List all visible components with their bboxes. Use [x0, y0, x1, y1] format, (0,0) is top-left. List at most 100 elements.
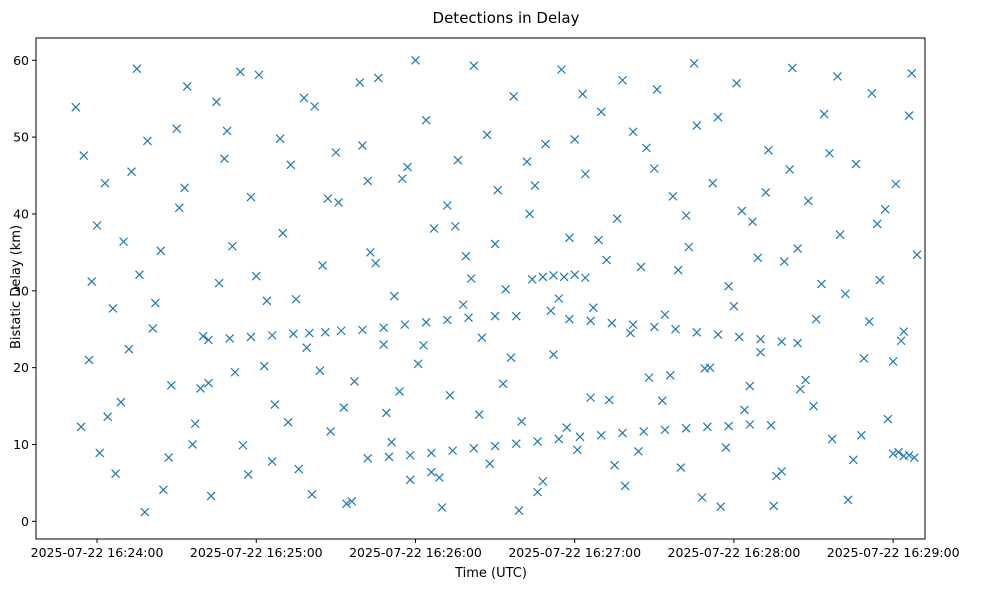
- data-point: [840, 289, 850, 299]
- data-point: [246, 192, 256, 202]
- data-point: [580, 169, 590, 179]
- data-point: [135, 270, 144, 280]
- data-point: [713, 330, 723, 340]
- data-point: [511, 439, 521, 449]
- data-point: [660, 425, 670, 435]
- data-point: [429, 224, 439, 233]
- data-point: [673, 265, 683, 275]
- data-point: [334, 198, 343, 207]
- data-point: [676, 463, 686, 472]
- data-point: [509, 91, 519, 101]
- y-tick-label: 40: [13, 206, 29, 221]
- data-point: [641, 143, 651, 153]
- data-point: [626, 328, 635, 338]
- data-point: [156, 246, 166, 256]
- data-point: [827, 434, 837, 444]
- data-point: [373, 73, 383, 83]
- data-point: [745, 381, 755, 391]
- data-point: [644, 373, 654, 383]
- data-point: [76, 422, 86, 432]
- data-point: [665, 370, 675, 380]
- data-point: [204, 335, 213, 345]
- data-point: [594, 235, 604, 245]
- data-point: [793, 244, 803, 253]
- data-point: [84, 355, 94, 365]
- data-point: [490, 311, 500, 321]
- data-point: [572, 445, 582, 455]
- data-point: [445, 390, 455, 400]
- chart-title: Detections in Delay: [433, 9, 580, 27]
- data-point: [501, 284, 511, 294]
- data-point: [787, 63, 797, 73]
- series-track-1: [204, 311, 521, 345]
- data-point: [461, 251, 471, 261]
- data-point: [793, 338, 803, 348]
- data-point: [533, 436, 542, 446]
- data-point: [522, 157, 532, 167]
- data-point: [697, 493, 707, 502]
- data-point: [859, 354, 869, 363]
- data-point: [708, 178, 718, 188]
- data-point: [716, 502, 726, 512]
- data-points: [71, 55, 922, 517]
- data-point: [286, 160, 296, 170]
- data-point: [498, 379, 508, 389]
- data-point: [288, 329, 298, 339]
- data-point: [419, 340, 428, 350]
- y-tick-label: 10: [13, 437, 29, 452]
- x-axis-ticks: 2025-07-22 16:24:00 2025-07-22 16:25:00 20…: [31, 539, 960, 560]
- data-point: [150, 298, 160, 308]
- data-point: [705, 363, 715, 373]
- data-point: [721, 443, 731, 452]
- data-point: [485, 459, 495, 469]
- data-point: [559, 272, 569, 282]
- data-point: [618, 428, 627, 438]
- data-point: [557, 65, 566, 74]
- data-point: [671, 324, 680, 334]
- data-point: [652, 85, 662, 94]
- data-point: [350, 377, 359, 386]
- data-point: [864, 317, 874, 326]
- data-point: [554, 294, 564, 303]
- data-point: [549, 271, 558, 280]
- data-point: [777, 337, 787, 346]
- data-point: [310, 101, 320, 111]
- data-point: [294, 464, 304, 474]
- data-point: [108, 304, 118, 313]
- series-track-2: [564, 314, 803, 348]
- data-point: [835, 230, 845, 240]
- x-tick-label: 2025-07-22 16:28:00: [668, 545, 801, 560]
- data-point: [116, 397, 126, 407]
- data-point: [586, 393, 596, 403]
- data-point: [745, 420, 755, 429]
- data-point: [302, 343, 312, 353]
- data-point: [262, 296, 272, 306]
- data-point: [442, 201, 452, 210]
- data-point: [119, 237, 128, 247]
- data-point: [182, 81, 192, 91]
- data-point: [596, 107, 606, 117]
- data-point: [766, 420, 776, 430]
- data-point: [381, 408, 391, 418]
- data-point: [384, 452, 394, 462]
- data-point: [426, 467, 436, 477]
- y-axis-label: Bistatic Delay (km): [9, 225, 24, 349]
- data-point: [549, 350, 558, 360]
- y-axis-ticks: 0 10 20 30 40 50 60: [13, 53, 36, 529]
- data-point: [602, 255, 611, 265]
- data-point: [618, 75, 627, 85]
- data-point: [681, 211, 691, 220]
- data-point: [541, 139, 550, 149]
- data-point: [92, 221, 102, 230]
- data-point: [811, 314, 821, 324]
- data-point: [235, 67, 245, 77]
- data-point: [225, 334, 235, 343]
- data-point: [246, 332, 256, 342]
- data-point: [538, 476, 548, 486]
- data-point: [196, 383, 205, 393]
- data-point: [525, 209, 535, 219]
- x-tick-label: 2025-07-22 16:25:00: [190, 545, 323, 560]
- data-point: [801, 375, 811, 385]
- data-point: [413, 359, 423, 369]
- data-point: [172, 124, 182, 134]
